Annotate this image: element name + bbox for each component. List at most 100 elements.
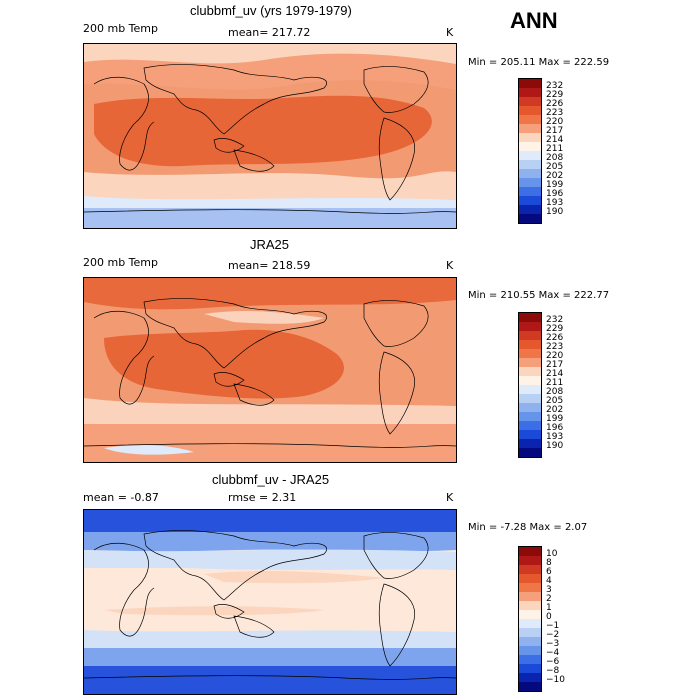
colorbar-swatch bbox=[519, 349, 541, 358]
panel1-map bbox=[83, 43, 457, 229]
colorbar-swatch bbox=[519, 367, 541, 376]
colorbar-swatch bbox=[519, 187, 541, 196]
colorbar-swatch bbox=[519, 79, 541, 88]
colorbar-swatch bbox=[519, 340, 541, 349]
panel2-mean-label: mean= 218.59 bbox=[228, 259, 311, 272]
colorbar-tick-label: 4 bbox=[546, 576, 552, 586]
panel1-variable-label: 200 mb Temp bbox=[83, 22, 159, 35]
colorbar-tick-label: 226 bbox=[546, 333, 564, 343]
panel3-minmax: Min = -7.28 Max = 2.07 bbox=[468, 522, 588, 533]
colorbar-tick-label: −8 bbox=[546, 666, 560, 676]
colorbar-tick-label: 3 bbox=[546, 585, 552, 595]
panel3-units: K bbox=[446, 491, 454, 504]
panel3-rmse-label: rmse = 2.31 bbox=[228, 491, 297, 504]
colorbar-tick-label: −1 bbox=[546, 621, 560, 631]
equatorial-warm-patch bbox=[104, 606, 324, 616]
colorbar-tick-label: 205 bbox=[546, 396, 564, 406]
colorbar-tick-label: 2 bbox=[546, 594, 552, 604]
colorbar-tick-label: 232 bbox=[546, 81, 564, 91]
colorbar-swatch bbox=[519, 592, 541, 601]
colorbar-tick-label: 223 bbox=[546, 108, 564, 118]
panel3-mean-label: mean = -0.87 bbox=[83, 491, 159, 504]
colorbar-swatch bbox=[519, 637, 541, 646]
colorbar-swatch bbox=[519, 673, 541, 682]
south-pole-band bbox=[84, 666, 456, 694]
colorbar-swatch bbox=[519, 214, 541, 223]
colorbar-swatch bbox=[519, 601, 541, 610]
colorbar-tick-label: 196 bbox=[546, 189, 564, 199]
colorbar-tick-label: 202 bbox=[546, 405, 564, 415]
colorbar-tick-label: 220 bbox=[546, 351, 564, 361]
north-pole-band bbox=[84, 510, 456, 532]
colorbar-swatch bbox=[519, 619, 541, 628]
panel1-minmax: Min = 205.11 Max = 222.59 bbox=[468, 57, 610, 68]
colorbar-tick-label: 193 bbox=[546, 432, 564, 442]
panel1-colorbar bbox=[518, 78, 542, 224]
colorbar-tick-label: 10 bbox=[546, 549, 558, 559]
colorbar-swatch bbox=[519, 547, 541, 556]
colorbar-swatch bbox=[519, 403, 541, 412]
colorbar-tick-label: 214 bbox=[546, 369, 564, 379]
colorbar-tick-label: −10 bbox=[546, 675, 565, 685]
colorbar-tick-label: −6 bbox=[546, 657, 560, 667]
colorbar-tick-label: 211 bbox=[546, 378, 564, 388]
colorbar-tick-label: 232 bbox=[546, 315, 564, 325]
panel2-colorbar bbox=[518, 312, 542, 458]
south-midlat-band bbox=[84, 398, 456, 424]
colorbar-tick-label: 205 bbox=[546, 162, 564, 172]
colorbar-tick-label: 229 bbox=[546, 324, 564, 334]
colorbar-swatch bbox=[519, 556, 541, 565]
colorbar-swatch bbox=[519, 196, 541, 205]
season-title: ANN bbox=[510, 8, 558, 33]
colorbar-swatch bbox=[519, 655, 541, 664]
colorbar-tick-label: 220 bbox=[546, 117, 564, 127]
south-cool-patch bbox=[104, 445, 194, 455]
panel1-units: K bbox=[446, 26, 454, 39]
south-midlat-band bbox=[84, 171, 456, 204]
colorbar-swatch bbox=[519, 583, 541, 592]
south-midlat-band bbox=[84, 648, 456, 666]
panel3-title: clubbmf_uv - JRA25 bbox=[212, 472, 330, 487]
north-subtropics-band bbox=[84, 549, 456, 570]
colorbar-swatch bbox=[519, 430, 541, 439]
colorbar-swatch bbox=[519, 394, 541, 403]
colorbar-swatch bbox=[519, 610, 541, 619]
colorbar-swatch bbox=[519, 142, 541, 151]
colorbar-tick-label: 202 bbox=[546, 171, 564, 181]
colorbar-tick-label: −2 bbox=[546, 630, 560, 640]
panel3-map bbox=[83, 509, 457, 695]
colorbar-tick-label: 226 bbox=[546, 99, 564, 109]
colorbar-swatch bbox=[519, 313, 541, 322]
colorbar-swatch bbox=[519, 421, 541, 430]
colorbar-swatch bbox=[519, 169, 541, 178]
colorbar-swatch bbox=[519, 574, 541, 583]
colorbar-tick-label: 0 bbox=[546, 612, 552, 622]
colorbar-swatch bbox=[519, 133, 541, 142]
north-warm-patch bbox=[204, 571, 384, 584]
warm-pool bbox=[104, 329, 344, 399]
colorbar-tick-label: 190 bbox=[546, 441, 564, 451]
colorbar-tick-label: 211 bbox=[546, 144, 564, 154]
colorbar-tick-label: 217 bbox=[546, 126, 564, 136]
colorbar-tick-label: 217 bbox=[546, 360, 564, 370]
colorbar-tick-label: 8 bbox=[546, 558, 552, 568]
panel1-mean-label: mean= 217.72 bbox=[228, 26, 311, 39]
colorbar-swatch bbox=[519, 106, 541, 115]
south-subtropics-band bbox=[84, 630, 456, 648]
colorbar-swatch bbox=[519, 205, 541, 214]
colorbar-swatch bbox=[519, 439, 541, 448]
colorbar-tick-label: −4 bbox=[546, 648, 560, 658]
colorbar-swatch bbox=[519, 376, 541, 385]
colorbar-swatch bbox=[519, 151, 541, 160]
colorbar-tick-label: 208 bbox=[546, 387, 564, 397]
colorbar-tick-label: 190 bbox=[546, 207, 564, 217]
colorbar-swatch bbox=[519, 664, 541, 673]
colorbar-tick-label: 1 bbox=[546, 603, 552, 613]
colorbar-swatch bbox=[519, 331, 541, 340]
panel2-title: JRA25 bbox=[250, 237, 290, 252]
colorbar-swatch bbox=[519, 322, 541, 331]
colorbar-swatch bbox=[519, 565, 541, 574]
colorbar-tick-label: −3 bbox=[546, 639, 560, 649]
colorbar-swatch bbox=[519, 628, 541, 637]
colorbar-swatch bbox=[519, 97, 541, 106]
